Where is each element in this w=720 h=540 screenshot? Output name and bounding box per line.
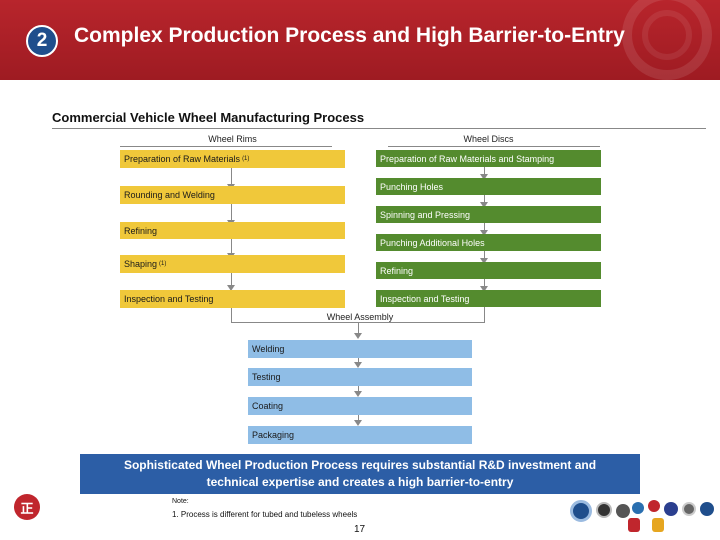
discs-arrow-5: [480, 286, 488, 292]
rims-step-3-label: Refining: [124, 225, 158, 236]
rims-step-4-note: (1): [159, 261, 167, 267]
rims-step-5: Inspection and Testing: [120, 290, 345, 308]
assembly-connector-2: [358, 386, 359, 393]
discs-arrow-1: [480, 174, 488, 180]
rims-step-1: Preparation of Raw Materials (1): [120, 150, 345, 168]
assembly-arrow-1: [354, 362, 362, 368]
brand-logo-1-icon: [570, 500, 592, 522]
discs-step-1: Preparation of Raw Materials and Stampin…: [376, 150, 601, 167]
discs-step-6: Inspection and Testing: [376, 290, 601, 307]
assembly-arrow-0: [354, 333, 362, 339]
discs-step-2-label: Punching Holes: [380, 181, 444, 192]
page-number: 17: [354, 524, 366, 535]
banner-line-2: technical expertise and creates a high b…: [206, 475, 514, 489]
note-text: 1. Process is different for tubed and tu…: [172, 510, 358, 519]
discs-connector-4: [484, 251, 485, 261]
discs-step-3: Spinning and Pressing: [376, 206, 601, 223]
assembly-connector-1: [358, 358, 359, 364]
assembly-arrow-3: [354, 420, 362, 426]
discs-step-4: Punching Additional Holes: [376, 234, 601, 251]
brand-logo-4-icon: [632, 502, 644, 514]
rims-connector-3: [231, 239, 232, 255]
discs-arrow-3: [480, 230, 488, 236]
note-label: Note:: [172, 498, 189, 505]
assembly-step-4-label: Packaging: [252, 430, 295, 440]
company-logo-icon: 正: [14, 494, 40, 520]
discs-step-4-label: Punching Additional Holes: [380, 237, 485, 248]
header-bar: [0, 0, 720, 80]
rims-arrow-4: [227, 285, 235, 291]
discs-step-5: Refining: [376, 262, 601, 279]
rims-connector-2: [231, 204, 232, 222]
discs-step-6-label: Inspection and Testing: [380, 293, 470, 304]
wheel-hub-watermark-icon: [642, 10, 692, 60]
discs-arrow-2: [480, 202, 488, 208]
assembly-connector-3: [358, 415, 359, 422]
brand-logo-2-icon: [596, 502, 612, 518]
discs-merge-connector: [484, 307, 485, 322]
assembly-step-4: Packaging: [248, 426, 472, 444]
rims-step-4-label: Shaping: [124, 259, 158, 269]
section-title: Commercial Vehicle Wheel Manufacturing P…: [52, 110, 365, 125]
rims-heading: Wheel Rims: [208, 134, 257, 144]
discs-connector-5: [484, 279, 485, 289]
rims-step-1-note: (1): [242, 156, 250, 162]
banner-line-1: Sophisticated Wheel Production Process r…: [123, 458, 597, 472]
discs-connector-1: [484, 167, 485, 177]
discs-connector-3: [484, 223, 485, 233]
rims-heading-line: [120, 146, 332, 147]
assembly-heading: Wheel Assembly: [300, 312, 420, 322]
assembly-step-2-label: Testing: [252, 372, 281, 382]
assembly-step-1: Welding: [248, 340, 472, 358]
wheel-watermark-icon: [622, 0, 712, 80]
rims-connector-4: [231, 273, 232, 287]
brand-logos: [568, 496, 718, 536]
discs-connector-2: [484, 195, 485, 205]
assembly-merge-line: [231, 322, 485, 323]
rims-merge-connector: [231, 308, 232, 322]
brand-logo-5-icon: [648, 500, 660, 512]
discs-step-2: Punching Holes: [376, 178, 601, 195]
rims-connector-1: [231, 168, 232, 186]
rims-step-1-label: Preparation of Raw Materials: [124, 154, 241, 164]
rims-step-2-label: Rounding and Welding: [124, 190, 215, 200]
section-number-badge: 2: [26, 25, 58, 57]
discs-heading-line: [388, 146, 600, 147]
assembly-arrow-2: [354, 391, 362, 397]
rims-step-3: Refining: [120, 222, 345, 239]
discs-heading: Wheel Discs: [463, 134, 514, 144]
rims-step-4: Shaping (1): [120, 255, 345, 273]
assembly-step-1-label: Welding: [252, 344, 285, 354]
rims-step-2: Rounding and Welding: [120, 186, 345, 204]
discs-step-5-label: Refining: [380, 265, 414, 276]
assembly-step-2: Testing: [248, 368, 472, 386]
brand-logo-9-icon: [628, 518, 640, 532]
discs-step-1-label: Preparation of Raw Materials and Stampin…: [380, 153, 555, 164]
brand-logo-8-icon: [700, 502, 714, 516]
page-title: Complex Production Process and High Barr…: [74, 24, 625, 47]
brand-logo-7-icon: [682, 502, 696, 516]
assembly-step-3-label: Coating: [252, 401, 284, 411]
brand-logo-10-icon: [652, 518, 664, 532]
conclusion-banner: Sophisticated Wheel Production Process r…: [80, 454, 640, 494]
section-divider: [52, 128, 706, 129]
assembly-step-3: Coating: [248, 397, 472, 415]
discs-step-3-label: Spinning and Pressing: [380, 209, 471, 220]
assembly-connector-0: [358, 323, 359, 334]
brand-logo-3-icon: [616, 504, 630, 518]
rims-step-5-label: Inspection and Testing: [124, 294, 214, 304]
discs-arrow-4: [480, 258, 488, 264]
brand-logo-6-icon: [664, 502, 678, 516]
